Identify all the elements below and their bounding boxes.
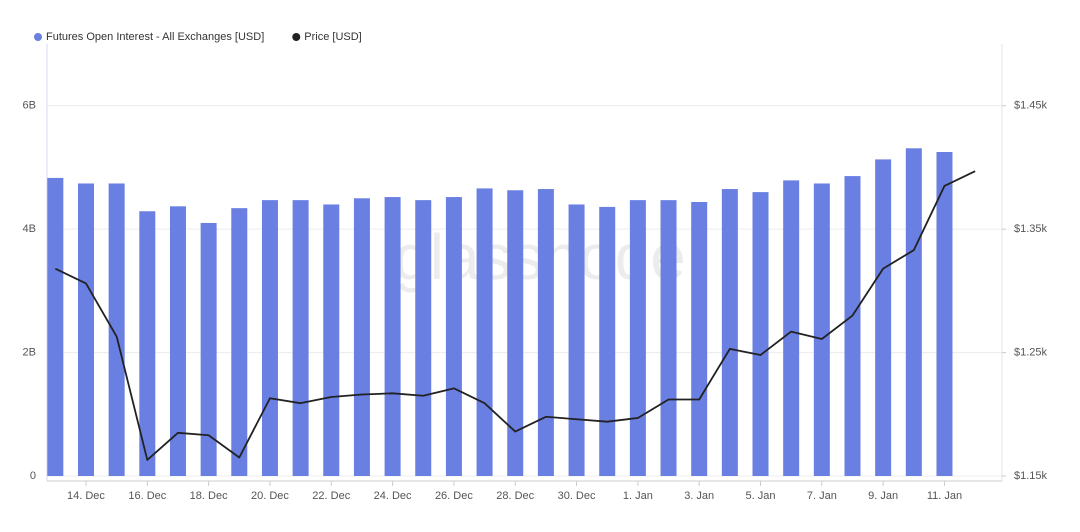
legend-swatch bbox=[34, 33, 42, 41]
legend-label: Price [USD] bbox=[304, 31, 361, 43]
bar bbox=[507, 190, 524, 476]
bar bbox=[629, 200, 646, 476]
bar bbox=[875, 159, 892, 477]
bar bbox=[384, 197, 401, 476]
x-tick-label: 11. Jan bbox=[927, 490, 962, 502]
bar bbox=[231, 208, 248, 476]
bar bbox=[261, 200, 278, 476]
y-tick-label: 6B bbox=[23, 100, 36, 112]
bar bbox=[905, 148, 922, 476]
bar bbox=[200, 222, 217, 476]
bar bbox=[139, 211, 156, 476]
bar bbox=[752, 192, 769, 476]
legend-swatch bbox=[292, 33, 301, 41]
y-tick-label: 2B bbox=[23, 346, 36, 358]
bar bbox=[476, 188, 493, 476]
bar bbox=[47, 177, 64, 477]
bar bbox=[783, 180, 800, 477]
bar bbox=[599, 206, 616, 476]
x-tick-label: 7. Jan bbox=[807, 490, 837, 502]
bar bbox=[537, 189, 554, 476]
x-tick-label: 1. Jan bbox=[623, 490, 653, 502]
bar bbox=[445, 197, 462, 476]
x-tick-label: 16. Dec bbox=[128, 490, 166, 502]
y2-tick-label: $1.45k bbox=[1014, 100, 1048, 112]
y2-tick-label: $1.25k bbox=[1014, 346, 1048, 358]
x-tick-label: 22. Dec bbox=[312, 490, 350, 502]
bar bbox=[169, 206, 186, 476]
bar bbox=[813, 183, 830, 476]
bar bbox=[936, 152, 953, 476]
x-tick-label: 24. Dec bbox=[374, 490, 412, 502]
bar bbox=[415, 200, 432, 476]
legend-label: Futures Open Interest - All Exchanges [U… bbox=[46, 31, 264, 43]
bar bbox=[691, 201, 708, 476]
price-line bbox=[54, 170, 976, 461]
bar bbox=[108, 183, 125, 476]
bar bbox=[292, 200, 309, 476]
legend-item: Price [USD] bbox=[292, 31, 362, 43]
x-tick-label: 28. Dec bbox=[496, 490, 534, 502]
x-tick-label: 30. Dec bbox=[558, 490, 596, 502]
x-tick-label: 18. Dec bbox=[190, 490, 228, 502]
bar bbox=[323, 204, 340, 476]
x-tick-label: 5. Jan bbox=[746, 490, 776, 502]
x-tick-label: 14. Dec bbox=[67, 490, 105, 502]
y-tick-label: 4B bbox=[23, 223, 36, 235]
bar bbox=[721, 189, 738, 476]
bar bbox=[660, 200, 677, 476]
y2-tick-label: $1.35k bbox=[1014, 223, 1048, 235]
x-tick-label: 20. Dec bbox=[251, 490, 289, 502]
x-tick-label: 9. Jan bbox=[868, 490, 898, 502]
x-tick-label: 26. Dec bbox=[435, 490, 473, 502]
y2-tick-label: $1.15k bbox=[1014, 470, 1048, 482]
bar bbox=[568, 204, 585, 476]
bar bbox=[353, 198, 370, 477]
bar bbox=[844, 176, 861, 476]
x-tick-label: 3. Jan bbox=[684, 490, 714, 502]
y-tick-label: 0 bbox=[30, 470, 36, 482]
bar bbox=[77, 183, 94, 476]
legend-item: Futures Open Interest - All Exchanges [U… bbox=[34, 31, 264, 43]
